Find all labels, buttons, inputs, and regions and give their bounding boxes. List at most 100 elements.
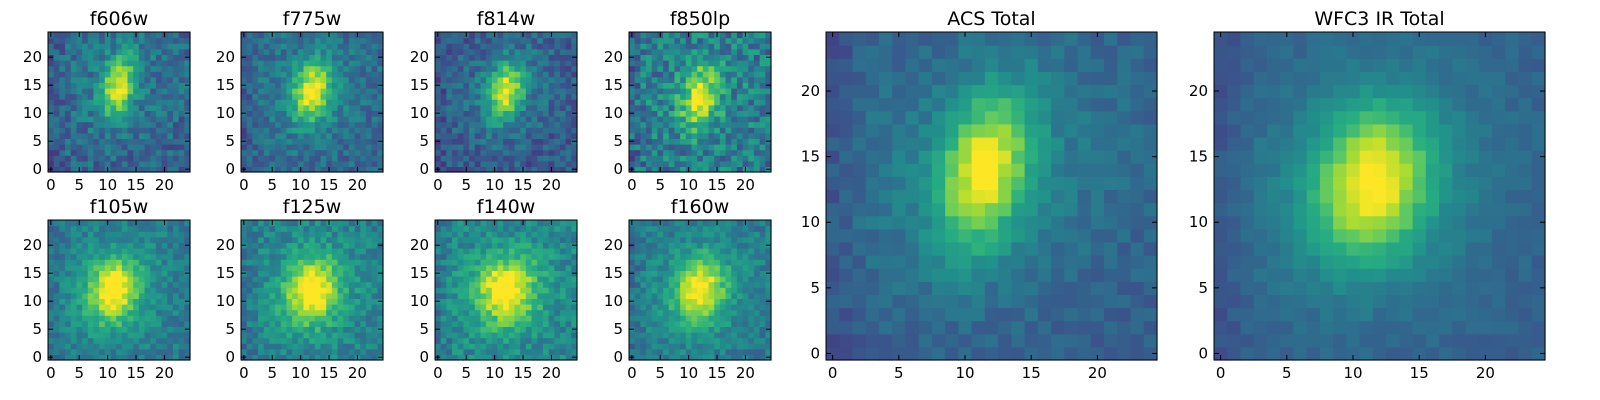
heatmap-cell xyxy=(714,48,721,55)
heatmap-cell xyxy=(121,320,129,327)
heatmap-cell xyxy=(646,155,653,162)
heatmap-cell xyxy=(252,225,259,232)
heatmap-cell xyxy=(663,309,670,316)
heatmap-cell xyxy=(629,343,636,350)
heatmap-cell xyxy=(668,326,676,333)
heatmap-cell xyxy=(719,76,727,83)
heatmap-cell xyxy=(110,348,117,355)
heatmap-cell xyxy=(314,99,322,106)
heatmap-cell xyxy=(121,281,129,288)
heatmap-cell xyxy=(354,264,361,271)
heatmap-cell xyxy=(674,309,681,316)
heatmap-cell xyxy=(87,281,95,288)
heatmap-cell xyxy=(457,259,464,266)
heatmap-cell xyxy=(127,149,134,156)
heatmap-cell xyxy=(697,93,704,100)
heatmap-cell xyxy=(719,32,727,39)
heatmap-cell xyxy=(377,264,384,271)
heatmap-cell xyxy=(440,116,447,123)
heatmap-cell xyxy=(172,166,180,173)
heatmap-cell xyxy=(144,144,151,151)
heatmap-cell xyxy=(452,354,459,361)
heatmap-cell xyxy=(725,76,732,83)
heatmap-cell xyxy=(320,320,327,327)
heatmap-cell xyxy=(70,121,77,128)
heatmap-cell xyxy=(377,287,384,294)
heatmap-cell xyxy=(480,48,487,55)
heatmap-cell xyxy=(121,248,129,255)
heatmap-cell xyxy=(742,326,749,333)
heatmap-cell xyxy=(93,343,100,350)
heatmap-cell xyxy=(360,88,367,95)
y-tick-label: 5 xyxy=(225,320,235,338)
heatmap-cell xyxy=(138,149,146,156)
heatmap-cell xyxy=(303,348,310,355)
heatmap-cell xyxy=(155,337,163,344)
heatmap-cell xyxy=(440,231,447,238)
heatmap-cell xyxy=(280,220,288,227)
heatmap-cell xyxy=(303,298,310,305)
heatmap-cell xyxy=(657,93,664,100)
heatmap-cell xyxy=(531,220,538,227)
heatmap-cell xyxy=(736,337,744,344)
heatmap-cell xyxy=(172,337,180,344)
heatmap-cell xyxy=(320,93,327,100)
heatmap-cell xyxy=(457,149,464,156)
heatmap-cell xyxy=(640,82,647,89)
heatmap-cell xyxy=(377,320,384,327)
heatmap-cell xyxy=(634,149,641,156)
heatmap-cell xyxy=(178,253,185,260)
heatmap-cell xyxy=(138,82,146,89)
heatmap-cell xyxy=(452,253,459,260)
heatmap-cell xyxy=(548,104,555,111)
heatmap-cell xyxy=(70,343,77,350)
heatmap-cell xyxy=(246,264,253,271)
heatmap-cell xyxy=(531,326,538,333)
heatmap-cell xyxy=(725,60,732,67)
heatmap-cell xyxy=(680,65,687,72)
heatmap-cell xyxy=(127,82,134,89)
heatmap-cell xyxy=(297,71,305,78)
heatmap-cell xyxy=(491,116,499,123)
heatmap-cell xyxy=(548,231,555,238)
x-tick-label: 5 xyxy=(461,364,471,382)
heatmap-cell xyxy=(571,304,578,311)
heatmap-cell xyxy=(457,264,464,271)
heatmap-cell xyxy=(663,287,670,294)
heatmap-cell xyxy=(184,37,191,44)
heatmap-cell xyxy=(708,281,715,288)
heatmap-cell xyxy=(520,304,527,311)
heatmap-cell xyxy=(354,348,361,355)
heatmap-cell xyxy=(452,116,459,123)
heatmap-cell xyxy=(542,127,550,134)
heatmap-cell xyxy=(144,248,151,255)
heatmap-cell xyxy=(469,276,476,283)
heatmap-cell xyxy=(121,48,129,55)
heatmap-cell xyxy=(371,348,378,355)
heatmap-cell xyxy=(252,155,259,162)
heatmap-cell xyxy=(314,88,322,95)
heatmap-cell xyxy=(133,93,140,100)
heatmap-cell xyxy=(172,236,180,243)
heatmap-cell xyxy=(548,292,555,299)
heatmap-cell xyxy=(93,54,100,61)
heatmap-cell xyxy=(343,155,350,162)
heatmap-cell xyxy=(246,298,253,305)
heatmap-cell xyxy=(651,65,658,72)
heatmap-cell xyxy=(457,37,464,44)
heatmap-cell xyxy=(365,60,373,67)
heatmap-cell xyxy=(280,71,288,78)
heatmap-cell xyxy=(303,160,310,167)
heatmap-cell xyxy=(65,144,72,151)
heatmap-cell xyxy=(565,155,572,162)
heatmap-cell xyxy=(360,132,367,139)
heatmap-cell xyxy=(452,348,459,355)
heatmap-cell xyxy=(150,242,157,249)
heatmap-cell xyxy=(292,121,299,128)
heatmap-cell xyxy=(474,48,482,55)
heatmap-cell xyxy=(491,231,499,238)
heatmap-cell xyxy=(651,138,658,145)
heatmap-cell xyxy=(634,88,641,95)
heatmap-cell xyxy=(640,343,647,350)
heatmap-cell xyxy=(167,332,174,339)
